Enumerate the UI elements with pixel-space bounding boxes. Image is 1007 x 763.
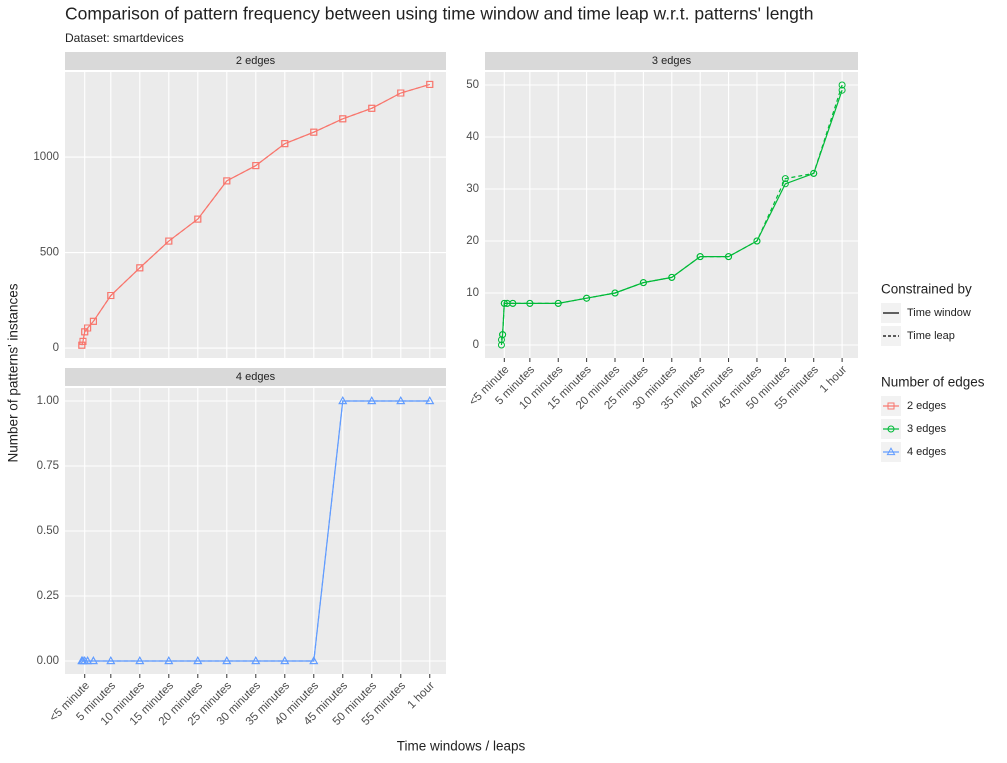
data-point — [367, 396, 377, 405]
data-point — [810, 169, 818, 177]
data-point — [753, 237, 761, 245]
data-point — [281, 140, 289, 148]
y-tick-label: 1.00 — [37, 395, 59, 407]
data-point — [78, 341, 86, 349]
data-point — [500, 299, 508, 307]
data-point — [136, 264, 144, 272]
data-point — [194, 215, 202, 223]
strip — [485, 52, 858, 70]
data-point — [509, 299, 517, 307]
y-tick-label: 500 — [40, 247, 59, 259]
data-point — [193, 656, 203, 665]
y-tick-label: 0.25 — [37, 590, 59, 602]
data-point — [696, 253, 704, 261]
data-point — [499, 331, 507, 339]
data-point — [251, 656, 261, 665]
y-tick-label: 1000 — [33, 151, 59, 163]
legend-marker — [887, 425, 895, 433]
legend-label: 3 edges — [907, 423, 947, 435]
data-point — [88, 656, 98, 665]
y-tick-label: 0.75 — [37, 460, 59, 472]
legend-label: 4 edges — [907, 446, 947, 458]
data-point — [107, 292, 115, 300]
strip-label: 2 edges — [236, 55, 276, 67]
data-point — [497, 336, 505, 344]
y-tick-label: 20 — [466, 235, 479, 247]
strip — [65, 52, 446, 70]
legend-marker — [887, 402, 895, 410]
data-point — [838, 86, 846, 94]
data-point — [725, 253, 733, 261]
y-tick-label: 40 — [466, 131, 479, 143]
legend-marker — [886, 447, 896, 456]
data-point — [79, 337, 87, 345]
data-point — [135, 656, 145, 665]
x-axis-title: Time windows / leaps — [397, 739, 526, 754]
y-tick-label: 50 — [466, 79, 479, 91]
data-point — [89, 317, 97, 325]
y-tick-label: 0 — [53, 342, 59, 354]
data-point — [339, 115, 347, 123]
legend-title: Constrained by — [881, 282, 972, 297]
data-point — [397, 89, 405, 97]
legend-label: Time leap — [907, 330, 955, 342]
data-point — [639, 279, 647, 287]
chart-subtitle: Dataset: smartdevices — [65, 31, 184, 45]
y-tick-label: 0.50 — [37, 525, 59, 537]
data-point — [164, 656, 174, 665]
data-point — [668, 273, 676, 281]
legend-title: Number of edges — [881, 375, 985, 390]
data-point — [223, 177, 231, 185]
y-tick-label: 30 — [466, 183, 479, 195]
data-point — [310, 128, 318, 136]
data-point — [252, 162, 260, 170]
data-point — [165, 237, 173, 245]
data-point — [426, 80, 434, 88]
series-line — [81, 400, 430, 662]
y-axis-title: Number of patterns' instances — [6, 283, 21, 462]
data-point — [425, 396, 435, 405]
data-point — [583, 294, 591, 302]
data-point — [497, 341, 505, 349]
chart-title: Comparison of pattern frequency between … — [65, 4, 813, 24]
strip-label: 4 edges — [236, 371, 276, 383]
data-point — [396, 396, 406, 405]
y-tick-label: 10 — [466, 287, 479, 299]
data-point — [280, 656, 290, 665]
strip-label: 3 edges — [652, 55, 692, 67]
series-line — [500, 84, 843, 340]
data-point — [838, 81, 846, 89]
x-tick-label: 1 hour — [405, 680, 437, 712]
data-point — [611, 289, 619, 297]
data-point — [554, 299, 562, 307]
data-point — [106, 656, 116, 665]
legend-label: Time window — [907, 307, 971, 319]
strip — [65, 368, 446, 386]
data-point — [368, 104, 376, 112]
x-tick-label: 1 hour — [818, 364, 850, 396]
data-point — [309, 656, 319, 665]
legend-label: 2 edges — [907, 400, 947, 412]
data-point — [526, 299, 534, 307]
data-point — [338, 396, 348, 405]
data-point — [83, 656, 93, 665]
data-point — [84, 324, 92, 332]
y-tick-label: 0.00 — [37, 655, 59, 667]
y-tick-label: 0 — [473, 339, 479, 351]
data-point — [222, 656, 232, 665]
data-point — [781, 175, 789, 183]
